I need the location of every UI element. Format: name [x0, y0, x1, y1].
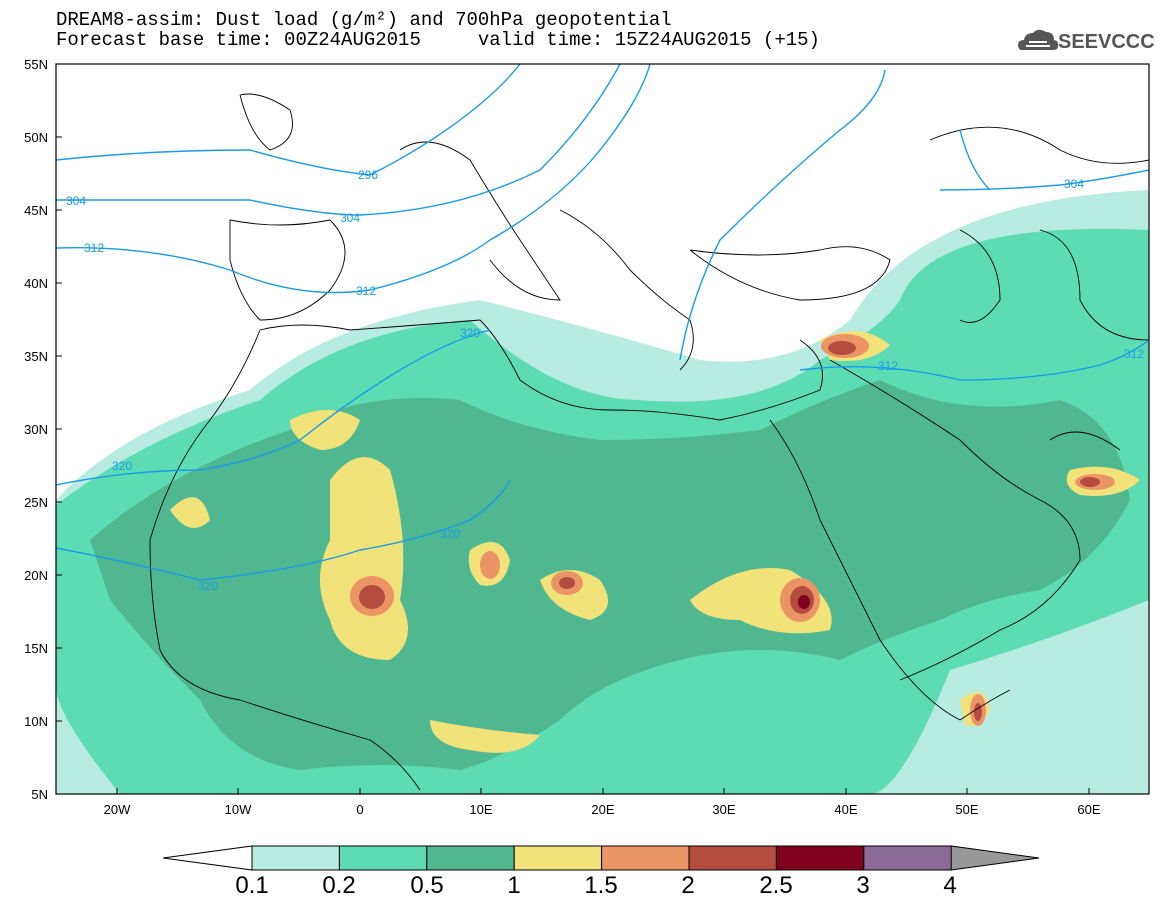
contour-label: 312 — [356, 284, 376, 298]
lat-label: 45N — [24, 203, 48, 218]
geopotential-contours — [56, 64, 1149, 581]
colorbar-label: 2.5 — [759, 872, 793, 899]
colorbar-swatch — [426, 845, 515, 871]
lat-label: 25N — [24, 495, 48, 510]
colorbar-swatch — [775, 845, 865, 871]
colorbar-label: 1.5 — [584, 872, 618, 899]
chart-title: DREAM8-assim: Dust load (g/m²) and 700hP… — [56, 9, 672, 31]
colorbar-label: 4 — [943, 872, 957, 899]
lat-label: 30N — [24, 422, 48, 437]
contour-label: 312 — [1124, 347, 1144, 361]
colorbar-label: 3 — [856, 872, 870, 899]
lat-label: 15N — [24, 641, 48, 656]
lon-label: 20W — [103, 802, 131, 817]
colorbar-swatch — [338, 845, 428, 871]
lon-label: 50E — [955, 802, 979, 817]
lon-label: 0 — [356, 802, 364, 817]
colorbar-swatch — [601, 845, 690, 871]
logo-text: SEEVCCC — [1058, 31, 1155, 53]
contour-label: 312 — [878, 359, 898, 373]
contour-label: 320 — [460, 326, 480, 340]
colorbar-label: 0.1 — [235, 872, 269, 899]
contour-label: 312 — [84, 241, 104, 255]
lon-label: 60E — [1077, 802, 1101, 817]
lon-label: 30E — [712, 802, 736, 817]
lat-label: 40N — [24, 276, 48, 291]
lat-label: 20N — [24, 568, 48, 583]
contour-label: 320 — [112, 459, 132, 473]
lat-label: 10N — [24, 714, 48, 729]
contour-label: 320 — [440, 527, 460, 541]
contour-labels: 296 304 304 312 312 312 320 320 320 320 … — [66, 168, 1144, 593]
contour-label: 304 — [1064, 177, 1084, 191]
contour-label: 320 — [198, 579, 218, 593]
lon-label: 10E — [469, 802, 493, 817]
chart-subtitle: Forecast base time: 00Z24AUG2015 valid t… — [56, 29, 820, 51]
coastlines — [149, 93, 1149, 791]
lat-label: 55N — [24, 57, 48, 72]
dust-field — [56, 64, 1149, 794]
colorbar-label: 1 — [507, 872, 521, 899]
colorbar — [162, 845, 1040, 871]
contour-label: 304 — [66, 194, 86, 208]
lon-label: 20E — [591, 802, 615, 817]
axis-ticks — [56, 63, 1090, 794]
lat-label: 35N — [24, 349, 48, 364]
colorbar-swatch — [513, 845, 603, 871]
lon-label: 10W — [224, 802, 252, 817]
colorbar-swatch — [863, 845, 952, 871]
colorbar-label: 0.2 — [322, 872, 356, 899]
cloud-icon — [1018, 29, 1059, 50]
contour-label: 304 — [340, 211, 360, 225]
colorbar-label: 0.5 — [410, 872, 444, 899]
colorbar-swatch — [251, 845, 340, 871]
lat-label: 50N — [24, 130, 48, 145]
contour-label: 296 — [358, 168, 378, 182]
colorbar-swatch — [688, 845, 777, 871]
lat-label: 5N — [31, 787, 48, 802]
colorbar-label: 2 — [681, 872, 695, 899]
lon-label: 40E — [834, 802, 858, 817]
